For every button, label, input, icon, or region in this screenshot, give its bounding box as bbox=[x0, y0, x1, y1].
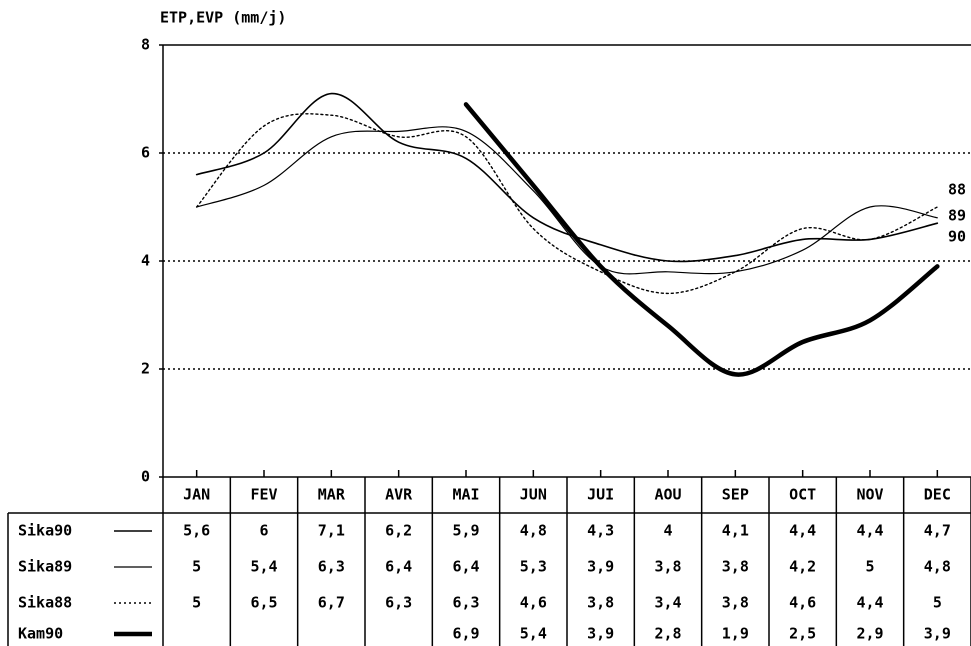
x-tick-label: OCT bbox=[789, 486, 816, 504]
y-axis-label: ETP,EVP (mm/j) bbox=[160, 9, 286, 27]
table-cell: 4,8 bbox=[520, 522, 547, 540]
x-tick-label: MAR bbox=[318, 486, 346, 504]
series-end-label: 88 bbox=[948, 181, 966, 199]
table-cell: 4 bbox=[663, 522, 672, 540]
table-cell: 4,7 bbox=[924, 522, 951, 540]
table-cell: 5,4 bbox=[520, 625, 547, 643]
table-cell: 1,9 bbox=[722, 625, 749, 643]
x-tick-label: MAI bbox=[452, 486, 479, 504]
x-tick-label: DEC bbox=[924, 486, 951, 504]
table-cell: 5,9 bbox=[452, 522, 479, 540]
table-cell: 3,4 bbox=[654, 594, 681, 612]
table-cell: 6,4 bbox=[452, 558, 479, 576]
table-cell: 6,3 bbox=[452, 594, 479, 612]
table-cell: 5,4 bbox=[250, 558, 277, 576]
table-row-label: Kam90 bbox=[18, 625, 63, 643]
table-row-label: Sika90 bbox=[18, 522, 72, 540]
table-cell: 3,9 bbox=[924, 625, 951, 643]
y-tick-label: 8 bbox=[141, 36, 150, 54]
table-cell: 4,4 bbox=[856, 594, 883, 612]
table-cell: 6,3 bbox=[385, 594, 412, 612]
x-tick-label: NOV bbox=[856, 486, 883, 504]
x-tick-label: AOU bbox=[654, 486, 681, 504]
table-cell: 6,4 bbox=[385, 558, 412, 576]
table-cell: 6,3 bbox=[318, 558, 345, 576]
series-line bbox=[196, 126, 938, 275]
table-cell: 6,7 bbox=[318, 594, 345, 612]
series-line bbox=[463, 102, 940, 377]
x-tick-label: SEP bbox=[722, 486, 749, 504]
table-cell: 7,1 bbox=[318, 522, 345, 540]
table-cell: 5 bbox=[192, 558, 201, 576]
table-cell: 2,5 bbox=[789, 625, 816, 643]
table-cell: 2,8 bbox=[654, 625, 681, 643]
series-line bbox=[195, 92, 939, 263]
x-tick-label: JUN bbox=[520, 486, 547, 504]
table-cell: 3,8 bbox=[722, 594, 749, 612]
x-tick-label: FEV bbox=[250, 486, 277, 504]
y-tick-label: 2 bbox=[141, 360, 150, 378]
table-cell: 6,2 bbox=[385, 522, 412, 540]
table-cell: 3,8 bbox=[654, 558, 681, 576]
table-cell: 2,9 bbox=[856, 625, 883, 643]
table-cell: 6,5 bbox=[250, 594, 277, 612]
series-line bbox=[195, 113, 939, 295]
table-row-label: Sika89 bbox=[18, 558, 72, 576]
table-cell: 3,9 bbox=[587, 625, 614, 643]
table-cell: 4,4 bbox=[789, 522, 816, 540]
table-cell: 5 bbox=[933, 594, 942, 612]
table-cell: 4,4 bbox=[856, 522, 883, 540]
table-row-label: Sika88 bbox=[18, 594, 72, 612]
table-cell: 4,8 bbox=[924, 558, 951, 576]
table-cell: 4,6 bbox=[789, 594, 816, 612]
table-cell: 3,8 bbox=[587, 594, 614, 612]
x-tick-label: JAN bbox=[183, 486, 210, 504]
table-cell: 6 bbox=[259, 522, 268, 540]
table-cell: 5,6 bbox=[183, 522, 210, 540]
table-cell: 3,8 bbox=[722, 558, 749, 576]
series-end-label: 89 bbox=[948, 206, 966, 224]
table-cell: 5,3 bbox=[520, 558, 547, 576]
table-cell: 4,3 bbox=[587, 522, 614, 540]
x-tick-label: AVR bbox=[385, 486, 413, 504]
series-end-label: 90 bbox=[948, 228, 966, 246]
table-cell: 5 bbox=[865, 558, 874, 576]
y-tick-label: 4 bbox=[141, 252, 150, 270]
table-cell: 3,9 bbox=[587, 558, 614, 576]
table-cell: 5 bbox=[192, 594, 201, 612]
x-tick-label: JUI bbox=[587, 486, 614, 504]
table-cell: 6,9 bbox=[452, 625, 479, 643]
y-tick-label: 6 bbox=[141, 144, 150, 162]
table-cell: 4,2 bbox=[789, 558, 816, 576]
y-tick-label: 0 bbox=[141, 468, 150, 486]
table-cell: 4,6 bbox=[520, 594, 547, 612]
table-cell: 4,1 bbox=[722, 522, 749, 540]
